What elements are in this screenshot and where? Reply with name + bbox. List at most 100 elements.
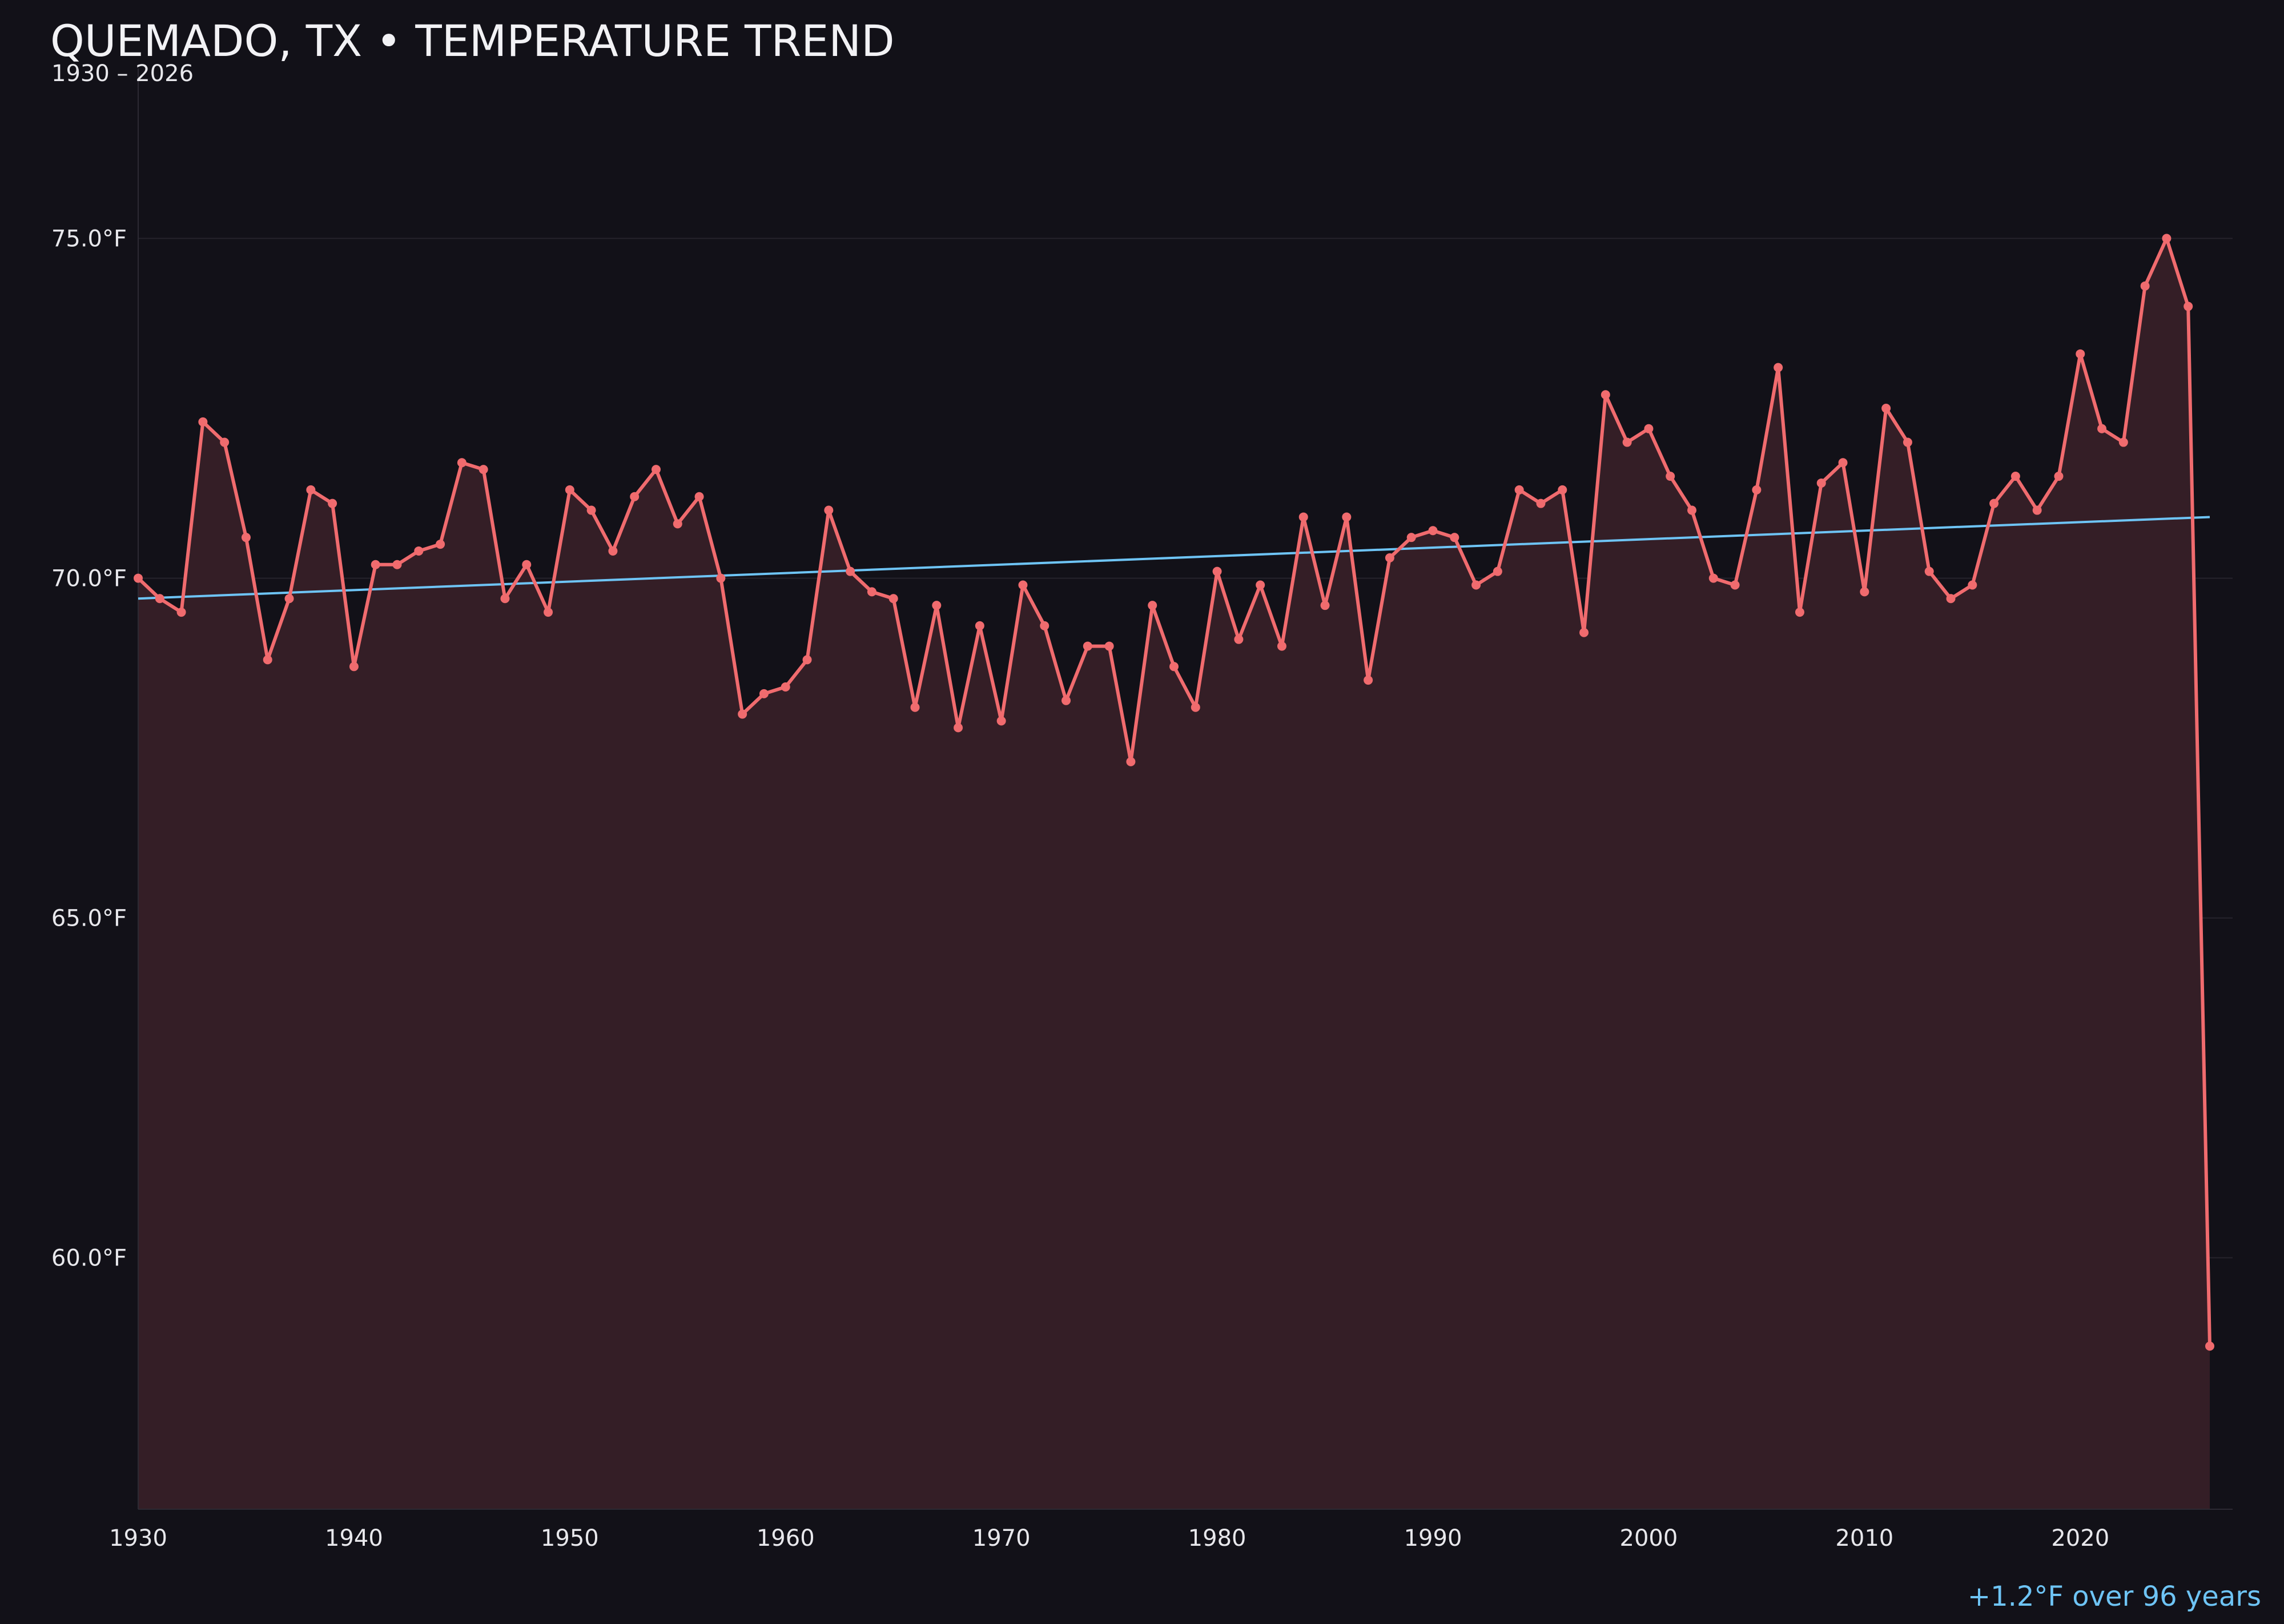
data-point [478, 465, 488, 475]
data-point [176, 608, 186, 617]
data-point [1622, 437, 1632, 447]
data-point [1644, 424, 1654, 433]
data-point [522, 560, 532, 569]
data-point [2032, 505, 2042, 515]
trend-line [138, 516, 2210, 600]
x-tick-label: 1930 [109, 1525, 167, 1551]
data-point [1579, 628, 1589, 637]
temperature-area-fill [138, 238, 2210, 1509]
data-point [652, 465, 661, 475]
tick-layer: 60.0°F 65.0°F 70.0°F 75.0°F 1930 1940 1950 1960… [51, 226, 2109, 1551]
data-point [2118, 437, 2128, 447]
data-point [1774, 363, 1783, 372]
data-point [1860, 587, 1869, 597]
data-point [198, 417, 208, 427]
data-point [241, 533, 251, 542]
data-point [1406, 533, 1416, 542]
points-layer [134, 234, 2214, 1351]
data-point [284, 594, 294, 604]
data-point [716, 573, 726, 583]
data-point [975, 621, 984, 630]
data-point [630, 492, 640, 501]
data-point [1708, 573, 1718, 583]
data-point [2097, 424, 2107, 433]
data-point [802, 655, 812, 665]
data-point [1277, 641, 1286, 651]
data-point [1601, 390, 1610, 400]
data-point [1968, 580, 1977, 590]
data-point [1126, 757, 1136, 766]
data-point [673, 519, 682, 529]
data-point [2054, 472, 2064, 481]
data-point [1989, 499, 1999, 508]
data-point [1191, 702, 1200, 712]
data-point [1061, 696, 1071, 705]
data-point [500, 594, 510, 604]
data-point [996, 716, 1006, 726]
data-point [436, 540, 445, 549]
data-point [1514, 485, 1524, 495]
data-point [2010, 472, 2020, 481]
data-point [608, 546, 618, 556]
data-point [759, 689, 769, 698]
data-point [2140, 281, 2150, 291]
data-point [1924, 566, 1934, 576]
data-point [414, 546, 424, 556]
x-tick-label: 1980 [1188, 1525, 1246, 1551]
data-point [1018, 580, 1028, 590]
data-point [2162, 234, 2172, 243]
x-tick-label: 1960 [757, 1525, 815, 1551]
data-point [1730, 580, 1740, 590]
trend-annotation: +1.2°F over 96 years [1968, 1581, 2261, 1613]
data-point [846, 566, 855, 576]
data-point [1687, 505, 1696, 515]
data-point [1558, 485, 1567, 495]
data-point [1169, 662, 1179, 672]
data-point [1234, 634, 1244, 644]
data-point [1083, 641, 1092, 651]
data-point [1493, 566, 1502, 576]
data-point [1752, 485, 1762, 495]
y-tick-label: 70.0°F [51, 566, 127, 592]
data-point [1903, 437, 1912, 447]
data-point [392, 560, 402, 569]
data-point [1342, 512, 1352, 522]
data-point [1666, 472, 1675, 481]
data-point [1212, 566, 1222, 576]
data-point [738, 709, 747, 719]
x-tick-label: 1940 [325, 1525, 383, 1551]
y-tick-label: 65.0°F [51, 906, 127, 932]
x-tick-label: 1990 [1404, 1525, 1462, 1551]
data-point [134, 573, 143, 583]
data-point [586, 505, 596, 515]
data-point [1364, 676, 1373, 685]
data-point [1428, 526, 1438, 536]
data-point [954, 723, 963, 733]
data-point [781, 682, 790, 692]
y-tick-label: 75.0°F [51, 226, 127, 252]
data-point [1536, 499, 1546, 508]
x-tick-label: 2010 [1835, 1525, 1893, 1551]
data-point [371, 560, 380, 569]
axis-layer [138, 69, 2233, 1510]
data-point [1471, 580, 1481, 590]
data-point [1881, 404, 1891, 413]
data-point [2205, 1341, 2214, 1351]
data-point [867, 587, 876, 597]
data-point [1320, 601, 1330, 610]
data-point [263, 655, 272, 665]
data-point [1148, 601, 1157, 610]
data-point [544, 608, 553, 617]
data-point [2184, 302, 2193, 311]
data-point [1795, 608, 1804, 617]
data-point [457, 458, 467, 468]
data-point [565, 485, 574, 495]
data-point [824, 505, 834, 515]
x-tick-label: 2000 [1620, 1525, 1678, 1551]
data-point [328, 499, 337, 508]
y-tick-label: 60.0°F [51, 1245, 127, 1272]
data-point [1946, 594, 1956, 604]
data-point [220, 437, 230, 447]
